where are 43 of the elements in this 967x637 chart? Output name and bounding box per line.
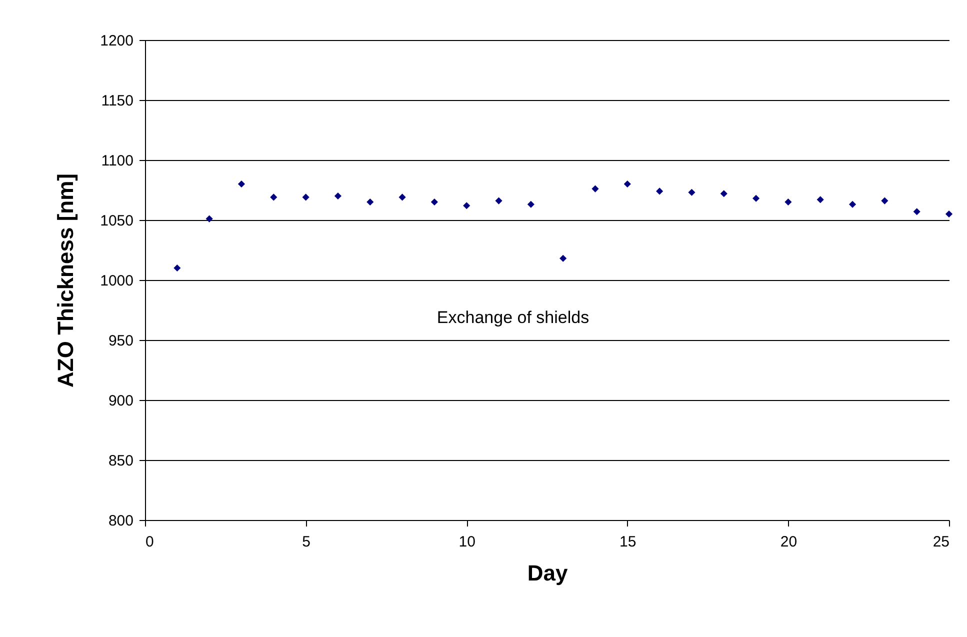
x-axis-title: Day [527,560,568,586]
y-tick-label: 1100 [101,152,134,170]
point [656,188,664,195]
y-tick-label: 1200 [100,32,134,50]
y-tick-label: 850 [108,452,134,470]
point [592,185,599,192]
point [848,200,856,208]
y-tick-label: 800 [108,512,134,530]
point [624,180,631,188]
point [238,180,246,188]
x-tick-label: 10 [458,534,476,550]
point [270,194,278,201]
point [688,188,696,196]
annotation: Exchange of shields [436,308,590,327]
point [366,198,374,206]
point [560,254,567,262]
x-tick-label: 20 [780,534,798,550]
x-tick-label: 0 [146,534,154,550]
y-axis-title: AZO Thickness [nm] [53,174,78,388]
y-tick-label: 1000 [100,272,134,290]
x-tick-label: 5 [302,534,310,550]
point [816,196,824,204]
point [302,194,310,201]
point [752,194,760,202]
point [463,202,470,210]
y-tick-label: 1150 [101,92,134,110]
y-tick-label: 900 [108,392,134,410]
point [913,208,920,216]
y-tick-label: 950 [108,332,134,350]
x-tick-label: 25 [932,534,950,550]
point [720,190,728,198]
point [527,200,534,208]
point [206,215,213,222]
point [881,197,888,204]
x-tick-label: 15 [620,534,636,550]
point [430,198,438,206]
point [398,194,406,201]
point [495,197,502,204]
point [945,210,953,218]
point [174,264,181,272]
y-tick-label: 1050 [100,212,134,230]
point [784,198,792,206]
point [334,192,342,200]
